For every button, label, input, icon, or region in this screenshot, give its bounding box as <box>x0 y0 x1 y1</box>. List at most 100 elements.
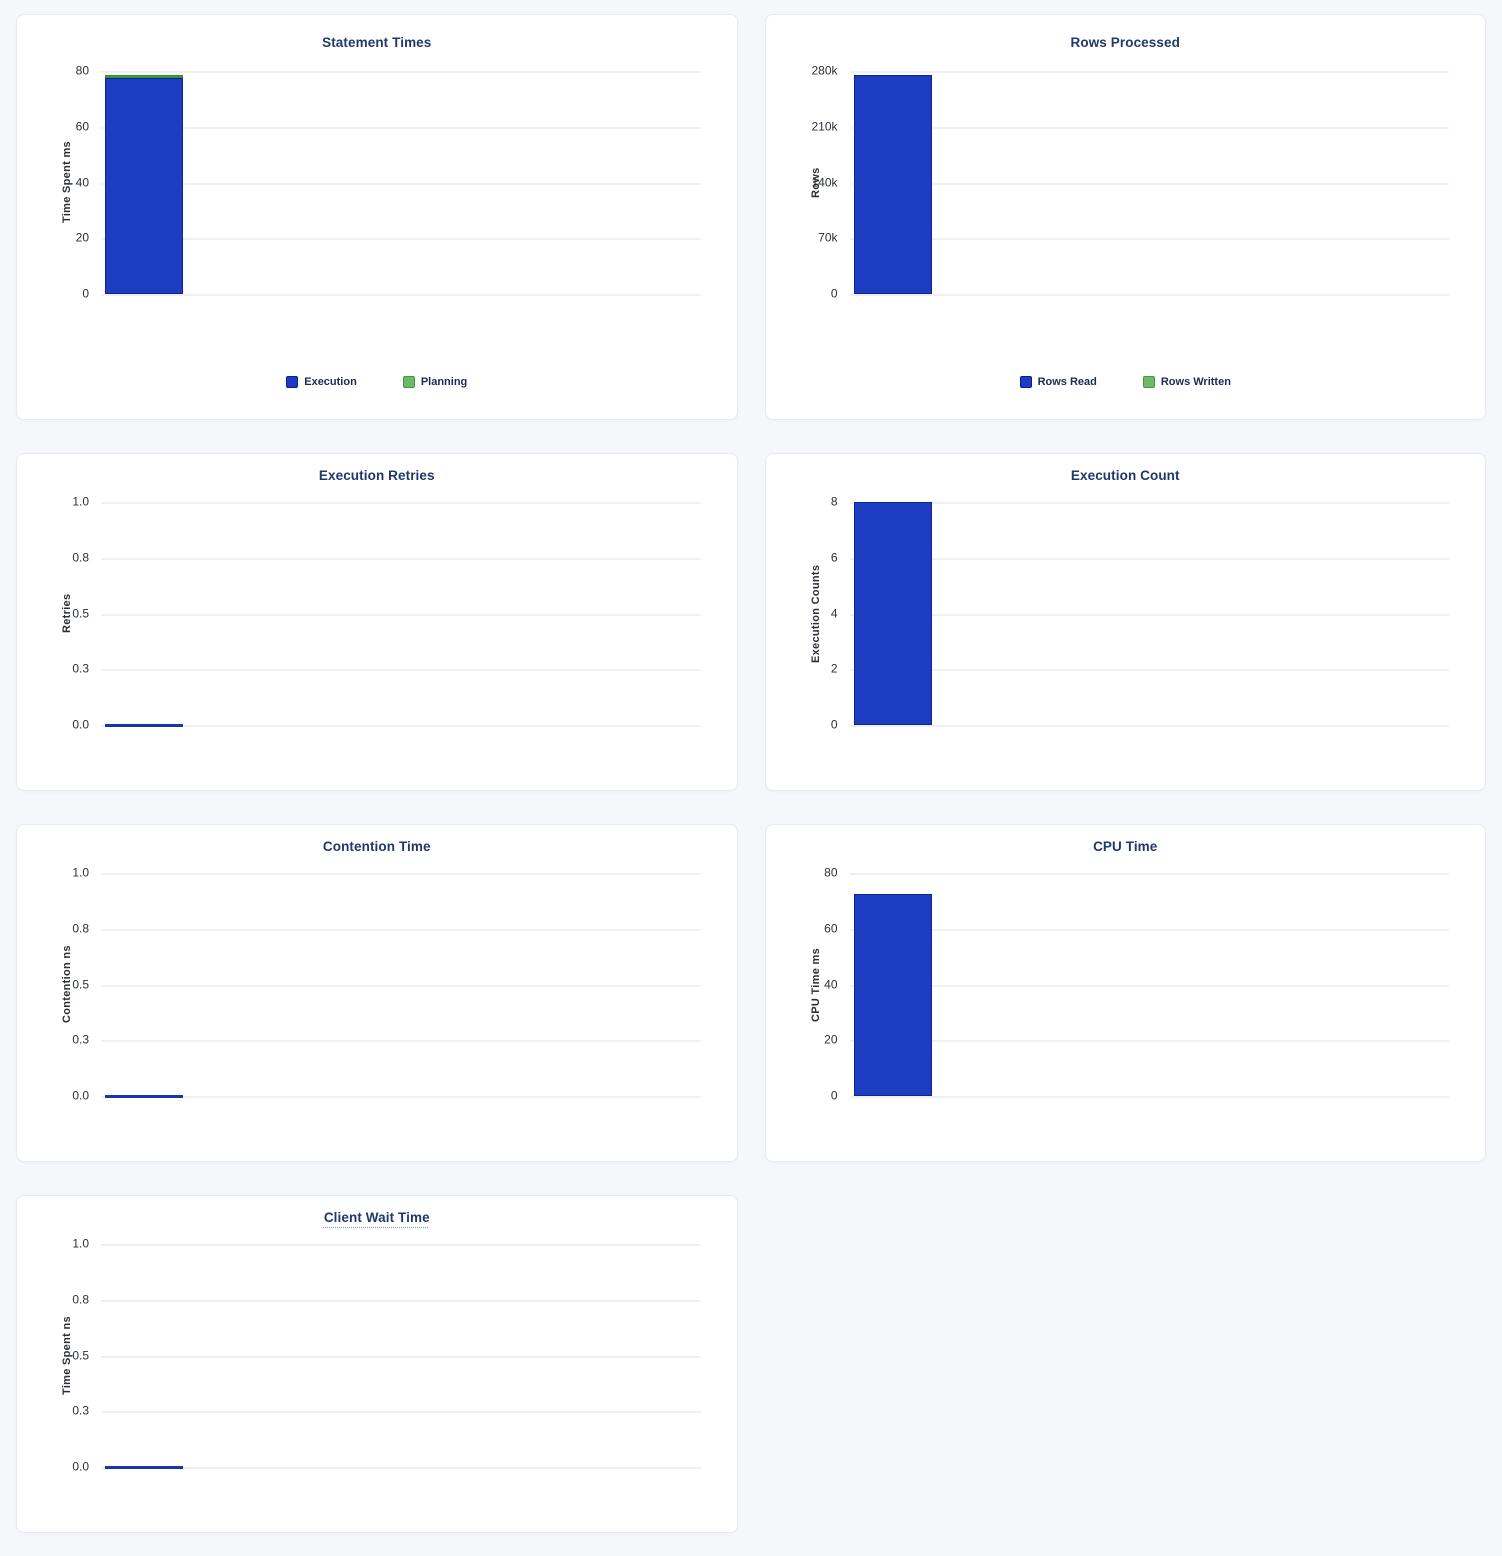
gridline <box>101 928 701 931</box>
chart-card-execution-retries: Execution Retries Retries 1.0 0.8 0.5 0.3 0.0 <box>16 453 738 791</box>
chart-card-client-wait-time: Client Wait Time Time Spent ns 1.0 0.8 0.5 0.… <box>16 1195 738 1533</box>
zero-value-bar[interactable] <box>105 1466 183 1469</box>
legend-item-planning[interactable]: Planning <box>402 376 468 388</box>
bar-segment-rows-read[interactable] <box>853 74 932 294</box>
chart-title-statement-times: Statement Times <box>322 35 432 50</box>
chart-card-statement-times: Statement Times Time Spent ms 80 60 40 20 0 Exe… <box>16 14 738 420</box>
chart-card-contention-time: Contention Time Contention ns 1.0 0.8 0.5 0.3… <box>16 824 738 1162</box>
y-tick-label: 280k <box>811 63 838 78</box>
y-tick-label: 80 <box>824 865 838 880</box>
gridline <box>101 126 701 129</box>
y-tick-label: 0.8 <box>72 550 89 565</box>
y-tick-label: 0.5 <box>72 976 89 991</box>
gridline <box>101 984 701 987</box>
y-tick-label: 210k <box>811 119 838 134</box>
y-tick-label: 70k <box>818 230 838 245</box>
gridline <box>101 502 701 504</box>
legend-swatch <box>1019 376 1032 388</box>
y-axis-label: Execution Counts <box>809 564 822 663</box>
gridline <box>101 725 701 727</box>
legend-item-rows-written[interactable]: Rows Written <box>1142 376 1231 388</box>
chart-title-cpu-time: CPU Time <box>1093 839 1158 854</box>
gridline <box>101 1467 701 1469</box>
chart-title-rows-processed: Rows Processed <box>1070 35 1180 50</box>
y-tick-label: 2 <box>830 661 838 676</box>
gridline <box>849 126 1449 129</box>
gridline <box>849 928 1449 931</box>
gridline <box>849 238 1449 241</box>
y-tick-label: 0.5 <box>72 1347 89 1362</box>
plot-area-rows-processed: Rows 280k 210k 140k 70k 0 <box>810 63 1449 300</box>
gridline <box>101 1411 701 1414</box>
gridline <box>101 71 701 73</box>
y-tick-label: 1.0 <box>72 865 89 880</box>
y-tick-label: 1.0 <box>72 494 89 509</box>
zero-value-bar[interactable] <box>105 1095 183 1098</box>
gridline <box>101 238 701 241</box>
y-tick-label: 0 <box>830 286 838 301</box>
y-tick-label: 0.5 <box>72 605 89 620</box>
legend: Execution Planning <box>17 376 737 388</box>
bar-segment-execution[interactable] <box>105 78 183 294</box>
y-axis-label: Time Spent ms <box>61 141 73 224</box>
y-tick-label: 0.0 <box>72 717 89 732</box>
bar-segment-cpu-time[interactable] <box>853 894 932 1096</box>
gridline <box>101 1299 701 1302</box>
gridline <box>101 613 701 616</box>
y-tick-label: 20 <box>824 1032 838 1047</box>
gridline <box>849 613 1449 616</box>
legend-label: Rows Read <box>1037 376 1097 388</box>
plot-area-client-wait-time: Time Spent ns 1.0 0.8 0.5 0.3 0.0 <box>61 1236 701 1473</box>
gridline <box>101 873 701 875</box>
chart-title-execution-count: Execution Count <box>1070 468 1180 483</box>
y-tick-label: 6 <box>830 550 838 565</box>
gridline <box>849 984 1449 987</box>
y-tick-label: 40 <box>824 976 838 991</box>
gridline <box>101 1244 701 1246</box>
plot-area-cpu-time: CPU Time ms 80 60 40 20 0 <box>810 865 1449 1102</box>
y-tick-label: 0.3 <box>72 1403 89 1418</box>
chart-card-rows-processed: Rows Processed Rows 280k 210k 140k 70k 0 Rows R… <box>764 14 1486 420</box>
gridline <box>849 873 1449 875</box>
y-tick-label: 0 <box>830 1088 838 1103</box>
plot-area-execution-count: Execution Counts 8 6 4 2 0 <box>810 494 1449 731</box>
legend-swatch <box>402 376 415 388</box>
zero-value-bar[interactable] <box>105 724 183 727</box>
gridline <box>849 502 1449 504</box>
legend-label: Rows Written <box>1160 376 1231 388</box>
bar-segment-execution-count[interactable] <box>853 502 932 725</box>
gridline <box>849 71 1449 73</box>
chart-title-contention-time: Contention Time <box>322 839 431 854</box>
y-tick-label: 8 <box>830 494 838 509</box>
legend-item-rows-read[interactable]: Rows Read <box>1019 376 1097 388</box>
gridline <box>101 557 701 560</box>
y-tick-label: 60 <box>75 119 89 134</box>
y-tick-label: 0.0 <box>72 1459 89 1474</box>
gridline <box>849 294 1449 296</box>
chart-card-cpu-time: CPU Time CPU Time ms 80 60 40 20 0 <box>764 824 1486 1162</box>
gridline <box>849 182 1449 185</box>
legend-label: Planning <box>420 376 468 388</box>
y-tick-label: 4 <box>830 605 838 620</box>
y-tick-label: 0.8 <box>72 1292 89 1307</box>
plot-area-contention-time: Contention ns 1.0 0.8 0.5 0.3 0.0 <box>61 865 701 1102</box>
gridline <box>101 1355 701 1358</box>
plot-area-execution-retries: Retries 1.0 0.8 0.5 0.3 0.0 <box>61 494 701 731</box>
y-tick-label: 40 <box>75 174 89 189</box>
gridline <box>101 1040 701 1043</box>
bar-segment-planning[interactable] <box>105 74 183 79</box>
y-tick-label: 1.0 <box>72 1236 89 1251</box>
gridline <box>849 1096 1449 1098</box>
y-tick-label: 0.3 <box>72 1032 89 1047</box>
chart-title-execution-retries: Execution Retries <box>318 468 435 483</box>
y-axis-label: CPU Time ms <box>809 947 822 1022</box>
legend-swatch <box>286 376 299 388</box>
gridline <box>849 1040 1449 1043</box>
chart-title-client-wait-time[interactable]: Client Wait Time <box>323 1210 430 1225</box>
gridline <box>101 294 701 296</box>
plot-area-statement-times: Time Spent ms 80 60 40 20 0 <box>61 63 701 300</box>
y-tick-label: 60 <box>824 921 838 936</box>
legend-item-execution[interactable]: Execution <box>286 376 357 388</box>
gridline <box>101 669 701 672</box>
